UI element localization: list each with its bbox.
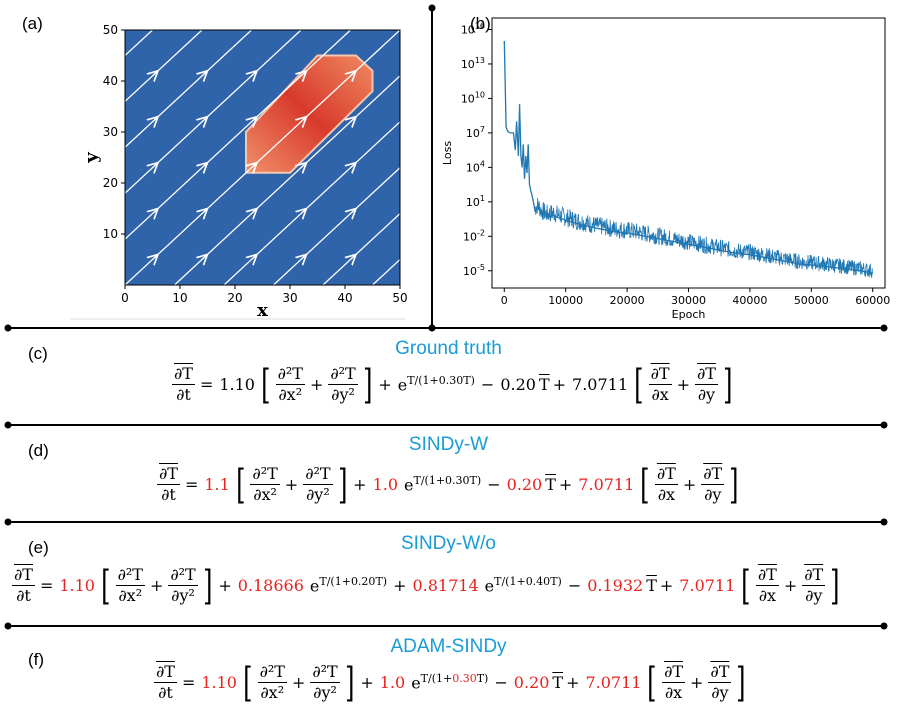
- streamline-arrow: [301, 117, 307, 122]
- streamline-arrow: [153, 71, 159, 76]
- y-tick-label: 30: [103, 125, 118, 139]
- streamline-arrow: [202, 163, 208, 168]
- y-tick-label: 10-5: [463, 263, 485, 278]
- panel-label-d: (d): [28, 441, 49, 460]
- streamline: [372, 259, 400, 285]
- streamline-arrow: [252, 254, 258, 259]
- y-axis-label: y: [81, 152, 102, 164]
- adam-sindy-title: ADAM-SINDy: [390, 636, 507, 657]
- streamline-arrow: [202, 254, 208, 259]
- streamline-arrow: [301, 209, 307, 214]
- streamline-arrow: [153, 163, 159, 168]
- loss-frame: [491, 17, 886, 289]
- loss-series-line: [503, 40, 873, 274]
- streamline-arrow: [202, 209, 208, 214]
- y-tick-label: 40: [103, 74, 118, 88]
- y-tick-label: 50: [103, 23, 118, 37]
- streamline-arrow: [351, 163, 357, 168]
- streamline-arrow: [153, 254, 159, 259]
- loss-noise-band: [534, 197, 873, 279]
- streamline-arrow: [252, 163, 258, 168]
- y-tick-label: 10: [103, 227, 118, 241]
- streamlines: [125, 30, 400, 285]
- streamline-arrow: [202, 71, 208, 76]
- x-axis-label: Epoch: [672, 308, 706, 320]
- y-tick-label: 101: [466, 194, 485, 209]
- x-tick-label: 50000: [794, 294, 829, 307]
- streamline: [125, 30, 351, 240]
- loss-chart: 0 10000 20000 30000 40000 50000 60000 10-5 10-2 1…: [441, 17, 890, 320]
- streamline-arrow: [301, 71, 307, 76]
- x-tick-label: 0: [501, 294, 508, 307]
- streamline-arrow: [351, 209, 357, 214]
- streamline-arrow: [153, 117, 159, 122]
- x-tick-label: 0: [121, 291, 129, 305]
- x-axis-label: x: [257, 300, 268, 320]
- streamline-arrow: [301, 254, 307, 259]
- x-tick-label: 40: [337, 291, 352, 305]
- ground-truth-title: Ground truth: [395, 338, 502, 359]
- streamline: [125, 30, 153, 56]
- x-tick-label: 10000: [548, 294, 583, 307]
- sindy-wo-title: SINDy-W/o: [401, 533, 496, 554]
- y-tick-label: 1016: [461, 21, 485, 36]
- streamline-arrow: [202, 117, 208, 122]
- heatmap-frame: [124, 29, 401, 286]
- y-tick-label: 1010: [461, 90, 485, 105]
- streamline-arrow: [153, 209, 159, 214]
- panel-label-a: (a): [22, 14, 43, 33]
- panel-label-c: (c): [28, 344, 48, 363]
- streamline: [273, 167, 400, 285]
- streamline-arrow: [301, 163, 307, 168]
- streamline-arrow: [351, 117, 357, 122]
- streamline: [322, 213, 400, 285]
- y-tick-label: 10-2: [463, 228, 485, 243]
- sindy-w-title: SINDy-W: [408, 434, 489, 455]
- y-tick-label: 20: [103, 176, 118, 190]
- y-tick-label: 1013: [461, 56, 485, 71]
- equation-ground-truth: ∂T ∂t = 1.10 [ ∂²T ∂x² + ∂²T ∂y² ] + eT/(1+…: [172, 361, 733, 408]
- x-tick-label: 20: [227, 291, 242, 305]
- x-tick-label: 10: [172, 291, 187, 305]
- x-tick-label: 50: [392, 291, 407, 305]
- streamline-arrow: [252, 117, 258, 122]
- streamline-arrow: [252, 209, 258, 214]
- x-tick-label: 30000: [671, 294, 706, 307]
- x-tick-label: 40000: [732, 294, 767, 307]
- equation-sindy-w: ∂T ∂t = 1.1 [ ∂²T ∂x² + ∂²T ∂y² ] + 1.0 eT/…: [157, 461, 739, 508]
- equation-adam-sindy: ∂T ∂t = 1.10 [ ∂²T ∂x² + ∂²T ∂y² ] + 1.0 eT…: [154, 659, 746, 706]
- streamline: [125, 30, 252, 148]
- y-tick-label: 104: [466, 159, 485, 174]
- streamline-arrow: [351, 71, 357, 76]
- panel-label-e: (e): [28, 538, 49, 557]
- streamline-arrow: [252, 71, 258, 76]
- x-tick-label: 20000: [610, 294, 645, 307]
- streamline-arrow: [351, 254, 357, 259]
- x-tick-label: 30: [282, 291, 297, 305]
- y-axis-label: Loss: [441, 141, 454, 165]
- panel-label-b: (b): [470, 14, 491, 33]
- streamline: [174, 75, 400, 285]
- equation-sindy-wo: ∂T ∂t = 1.10 [ ∂²T ∂x² + ∂²T ∂y² ] + 0.1866…: [12, 562, 840, 609]
- y-tick-label: 107: [466, 125, 485, 140]
- streamline: [125, 30, 203, 102]
- heatmap-chart: 0 10 20 30 40 50 10 20 30 40 50 x y: [70, 23, 408, 320]
- x-tick-label: 60000: [855, 294, 890, 307]
- panel-label-f: (f): [28, 650, 45, 669]
